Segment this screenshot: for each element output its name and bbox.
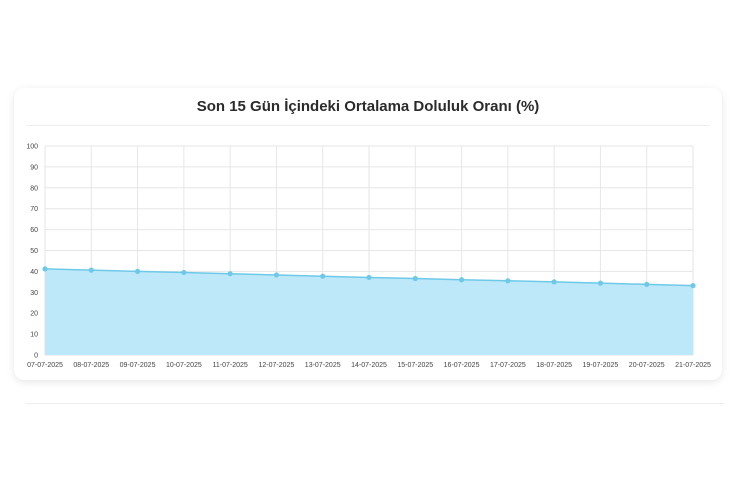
x-tick-label: 18-07-2025 [536,362,572,369]
y-tick-label: 30 [30,290,38,297]
data-point[interactable] [458,277,465,283]
title-divider [26,125,710,126]
data-point[interactable] [273,272,280,278]
x-tick-label: 12-07-2025 [259,362,295,369]
y-tick-label: 50 [30,248,38,255]
data-point[interactable] [412,275,418,282]
data-point[interactable] [505,278,511,284]
y-tick-label: 70 [30,206,38,213]
data-point[interactable] [597,280,604,286]
chart-points [42,266,696,289]
data-point[interactable] [644,281,650,287]
x-tick-label: 11-07-2025 [212,362,247,369]
data-point[interactable] [88,267,94,273]
x-tick-label: 14-07-2025 [351,362,387,369]
data-point[interactable] [227,271,233,277]
data-point[interactable] [366,274,372,281]
x-axis-ticks: 07-07-2025 08-07-2025 09-07-2025 10-07-2025… [27,362,711,369]
x-tick-label: 13-07-2025 [305,362,341,369]
chart-title: Son 15 Gün İçindeki Ortalama Doluluk Ora… [196,98,540,115]
y-tick-label: 60 [30,227,38,234]
y-tick-label: 0 [34,353,38,360]
data-point[interactable] [181,269,187,276]
y-tick-label: 90 [30,164,38,171]
series-area [45,268,693,355]
x-tick-label: 20-07-2025 [629,362,665,369]
bottom-divider [26,403,724,404]
x-tick-label: 08-07-2025 [73,362,109,369]
y-tick-label: 20 [30,311,38,318]
x-tick-label: 07-07-2025 [27,362,63,369]
data-point[interactable] [690,283,696,289]
x-tick-label: 21-07-2025 [675,362,711,369]
x-tick-label: 17-07-2025 [490,362,526,369]
x-tick-label: 15-07-2025 [397,362,433,369]
data-point[interactable] [551,279,557,285]
data-point[interactable] [134,268,141,274]
y-tick-label: 100 [26,144,38,151]
chart-area-group [44,268,694,355]
x-tick-label: 09-07-2025 [120,362,156,369]
data-point[interactable] [42,266,48,272]
x-tick-label: 16-07-2025 [444,362,480,369]
y-tick-label: 40 [30,269,38,276]
x-tick-label: 19-07-2025 [583,362,619,369]
y-tick-label: 10 [30,332,38,339]
y-tick-label: 80 [30,185,38,192]
x-tick-label: 10-07-2025 [166,362,202,369]
y-axis-ticks: 0 10 20 30 40 50 60 70 80 90 100 [26,144,38,360]
data-point[interactable] [320,273,326,279]
